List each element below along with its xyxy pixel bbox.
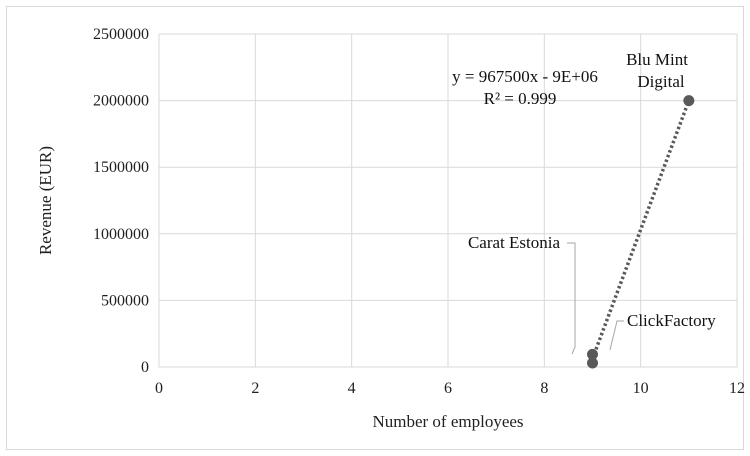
gridlines [158,33,738,368]
y-tick-label: 500000 [101,292,149,309]
x-tick-label: 0 [155,380,163,397]
y-tick-label: 0 [141,359,149,376]
trendline-group [590,99,691,360]
y-tick-label: 2500000 [93,26,149,43]
trendline-r-squared: R² = 0.999 [484,89,557,108]
x-tick-label: 12 [729,380,745,397]
x-tick-label: 8 [540,380,548,397]
x-tick-label: 2 [251,380,259,397]
label-leader-line [567,242,576,355]
y-tick-label: 2000000 [93,93,149,110]
y-axis-title: Revenue (EUR) [36,146,55,255]
scatter-chart: 0 500000 1000000 1500000 2000000 2500000 0 2 4 6 8… [36,26,745,431]
x-tick-label: 10 [633,380,649,397]
x-tick-label: 4 [348,380,356,397]
x-axis-title: Number of employees [372,412,523,431]
x-tick-label: 6 [444,380,452,397]
point-label: Carat Estonia [468,233,561,252]
data-point [587,348,598,360]
y-tick-label: 1000000 [93,226,149,243]
y-tick-label: 1500000 [93,159,149,176]
data-points [587,95,695,369]
label-leader-line [609,320,624,351]
point-labels: Blu Mint Digital Carat Estonia ClickFactory [468,50,716,355]
trendline-equation: y = 967500x - 9E+06 [452,67,598,86]
point-label: Blu Mint [626,50,688,69]
tick-labels: 0 500000 1000000 1500000 2000000 2500000 0 2 4 6 8… [93,26,745,397]
data-point [587,357,598,369]
point-label: ClickFactory [627,311,716,330]
data-point [683,95,695,107]
chart-area: 0 500000 1000000 1500000 2000000 2500000 0 2 4 6 8… [6,6,745,450]
trendline [590,99,691,360]
point-label: Digital [637,72,684,91]
